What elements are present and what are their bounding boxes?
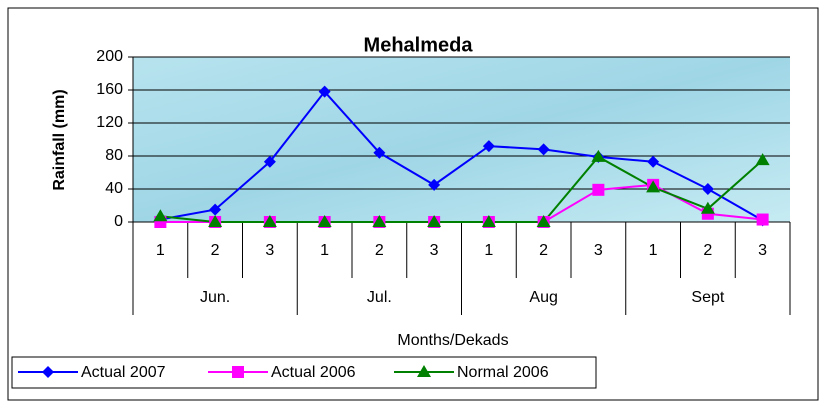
x-tick-label: 2 xyxy=(703,242,712,259)
x-tick-label: 3 xyxy=(594,242,603,259)
marker xyxy=(208,215,223,227)
x-tick-label: 2 xyxy=(539,242,548,259)
marker xyxy=(536,215,551,227)
marker xyxy=(592,183,605,196)
marker xyxy=(373,146,386,159)
marker xyxy=(428,178,441,191)
marker xyxy=(537,143,550,156)
marker xyxy=(153,209,168,222)
marker xyxy=(701,183,714,195)
marker xyxy=(756,213,769,226)
marker xyxy=(591,149,606,162)
marker xyxy=(209,203,222,216)
chart-title: Mehalmeda xyxy=(364,34,474,56)
y-tick-label: 0 xyxy=(114,213,123,230)
marker xyxy=(417,365,431,377)
x-tick-label: 1 xyxy=(320,242,329,259)
marker xyxy=(372,215,387,227)
marker xyxy=(318,85,331,98)
marker xyxy=(263,155,276,168)
marker xyxy=(646,180,661,193)
y-tick-label: 200 xyxy=(96,48,123,65)
x-tick-label: 3 xyxy=(430,242,439,259)
x-tick-label: 2 xyxy=(211,242,220,259)
plot-area xyxy=(133,57,790,222)
group-label: Sept xyxy=(691,289,724,306)
marker xyxy=(481,215,496,227)
x-tick-label: 3 xyxy=(265,242,274,259)
y-tick-label: 80 xyxy=(105,147,123,164)
marker xyxy=(647,155,660,168)
y-tick-label: 40 xyxy=(105,180,123,197)
x-tick-label: 1 xyxy=(484,242,493,259)
group-label: Jun. xyxy=(200,289,230,306)
legend xyxy=(11,356,597,389)
legend-label: Normal 2006 xyxy=(457,364,549,381)
y-tick-label: 120 xyxy=(96,114,123,131)
marker xyxy=(427,215,442,227)
marker xyxy=(42,366,54,378)
group-label: Aug xyxy=(529,289,557,306)
group-label: Jul. xyxy=(367,289,392,306)
marker xyxy=(700,201,715,214)
x-tick-label: 2 xyxy=(375,242,384,259)
y-axis-title: Rainfall (mm) xyxy=(51,89,68,190)
legend-label: Actual 2006 xyxy=(271,364,356,381)
x-tick-label: 1 xyxy=(156,242,165,259)
y-tick-label: 160 xyxy=(96,81,123,98)
x-tick-label: 3 xyxy=(758,242,767,259)
legend-label: Actual 2007 xyxy=(81,364,166,381)
x-axis-title: Months/Dekads xyxy=(397,332,508,349)
marker xyxy=(317,215,332,227)
x-tick-label: 1 xyxy=(649,242,658,259)
series-line xyxy=(160,155,764,223)
series-line xyxy=(160,90,764,222)
marker xyxy=(482,140,495,153)
marker xyxy=(232,366,244,378)
marker xyxy=(755,153,770,166)
marker xyxy=(262,215,277,227)
